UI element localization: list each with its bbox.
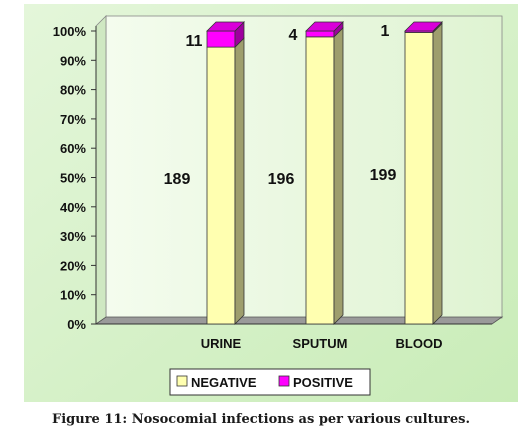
bar-negative-urine[interactable]	[206, 46, 236, 325]
data-label-positive-blood: 1	[381, 23, 390, 40]
plot-area	[94, 15, 504, 325]
data-label-negative-blood: 199	[370, 167, 397, 184]
legend-label-positive: POSITIVE	[293, 375, 353, 390]
bar-positive-sputum[interactable]	[305, 30, 335, 38]
figure-caption: Figure 11: Nosocomial infections as per …	[51, 412, 471, 427]
y-tick-label: 80%	[60, 83, 86, 98]
back-wall	[105, 15, 503, 319]
legend-label-negative: NEGATIVE	[191, 375, 257, 390]
data-label-positive-urine: 11	[186, 33, 203, 50]
legend-swatch-negative	[176, 375, 188, 387]
legend-swatch-positive	[278, 375, 290, 387]
bar-negative-sputum[interactable]	[305, 36, 335, 325]
bar-positive-urine[interactable]	[206, 30, 236, 48]
y-tick-label: 60%	[60, 141, 86, 156]
bar-top-urine	[206, 21, 245, 32]
y-tick-label: 40%	[60, 200, 86, 215]
y-tick-label: 70%	[60, 112, 86, 127]
bar-side-negative-sputum	[333, 26, 344, 325]
y-tick-label: 10%	[60, 288, 86, 303]
data-labels: 189 11 196 4 199 1	[164, 23, 397, 188]
bar-top-sputum	[305, 21, 344, 32]
bar-top-blood	[404, 21, 443, 32]
data-label-positive-sputum: 4	[289, 27, 298, 44]
y-tick-label: 90%	[60, 53, 86, 68]
y-tick-label: 50%	[60, 171, 86, 186]
x-axis: URINE SPUTUM BLOOD	[201, 336, 443, 351]
bars	[206, 21, 443, 325]
side-wall	[95, 15, 107, 325]
legend: NEGATIVE POSITIVE	[169, 368, 371, 396]
data-label-negative-sputum: 196	[268, 171, 295, 188]
legend-box	[169, 368, 371, 396]
category-label-urine: URINE	[201, 336, 242, 351]
y-tick-label: 20%	[60, 258, 86, 273]
y-tick-label: 100%	[53, 24, 87, 39]
category-label-sputum: SPUTUM	[293, 336, 348, 351]
y-tick-label: 0%	[67, 317, 86, 332]
bar-side-negative-urine	[234, 37, 245, 325]
y-tick-label: 30%	[60, 229, 86, 244]
floor	[94, 316, 504, 325]
data-label-negative-urine: 189	[164, 171, 191, 188]
category-label-blood: BLOOD	[396, 336, 443, 351]
bar-side-negative-blood	[432, 22, 443, 325]
y-axis: 0% 10% 20% 30% 40% 50% 60% 70% 80% 90% 100%	[53, 24, 97, 332]
chart-svg: 0%10%20%30%40%50%60%70%80%90%100% 189111…	[24, 4, 518, 402]
bar-negative-blood[interactable]	[404, 32, 434, 325]
